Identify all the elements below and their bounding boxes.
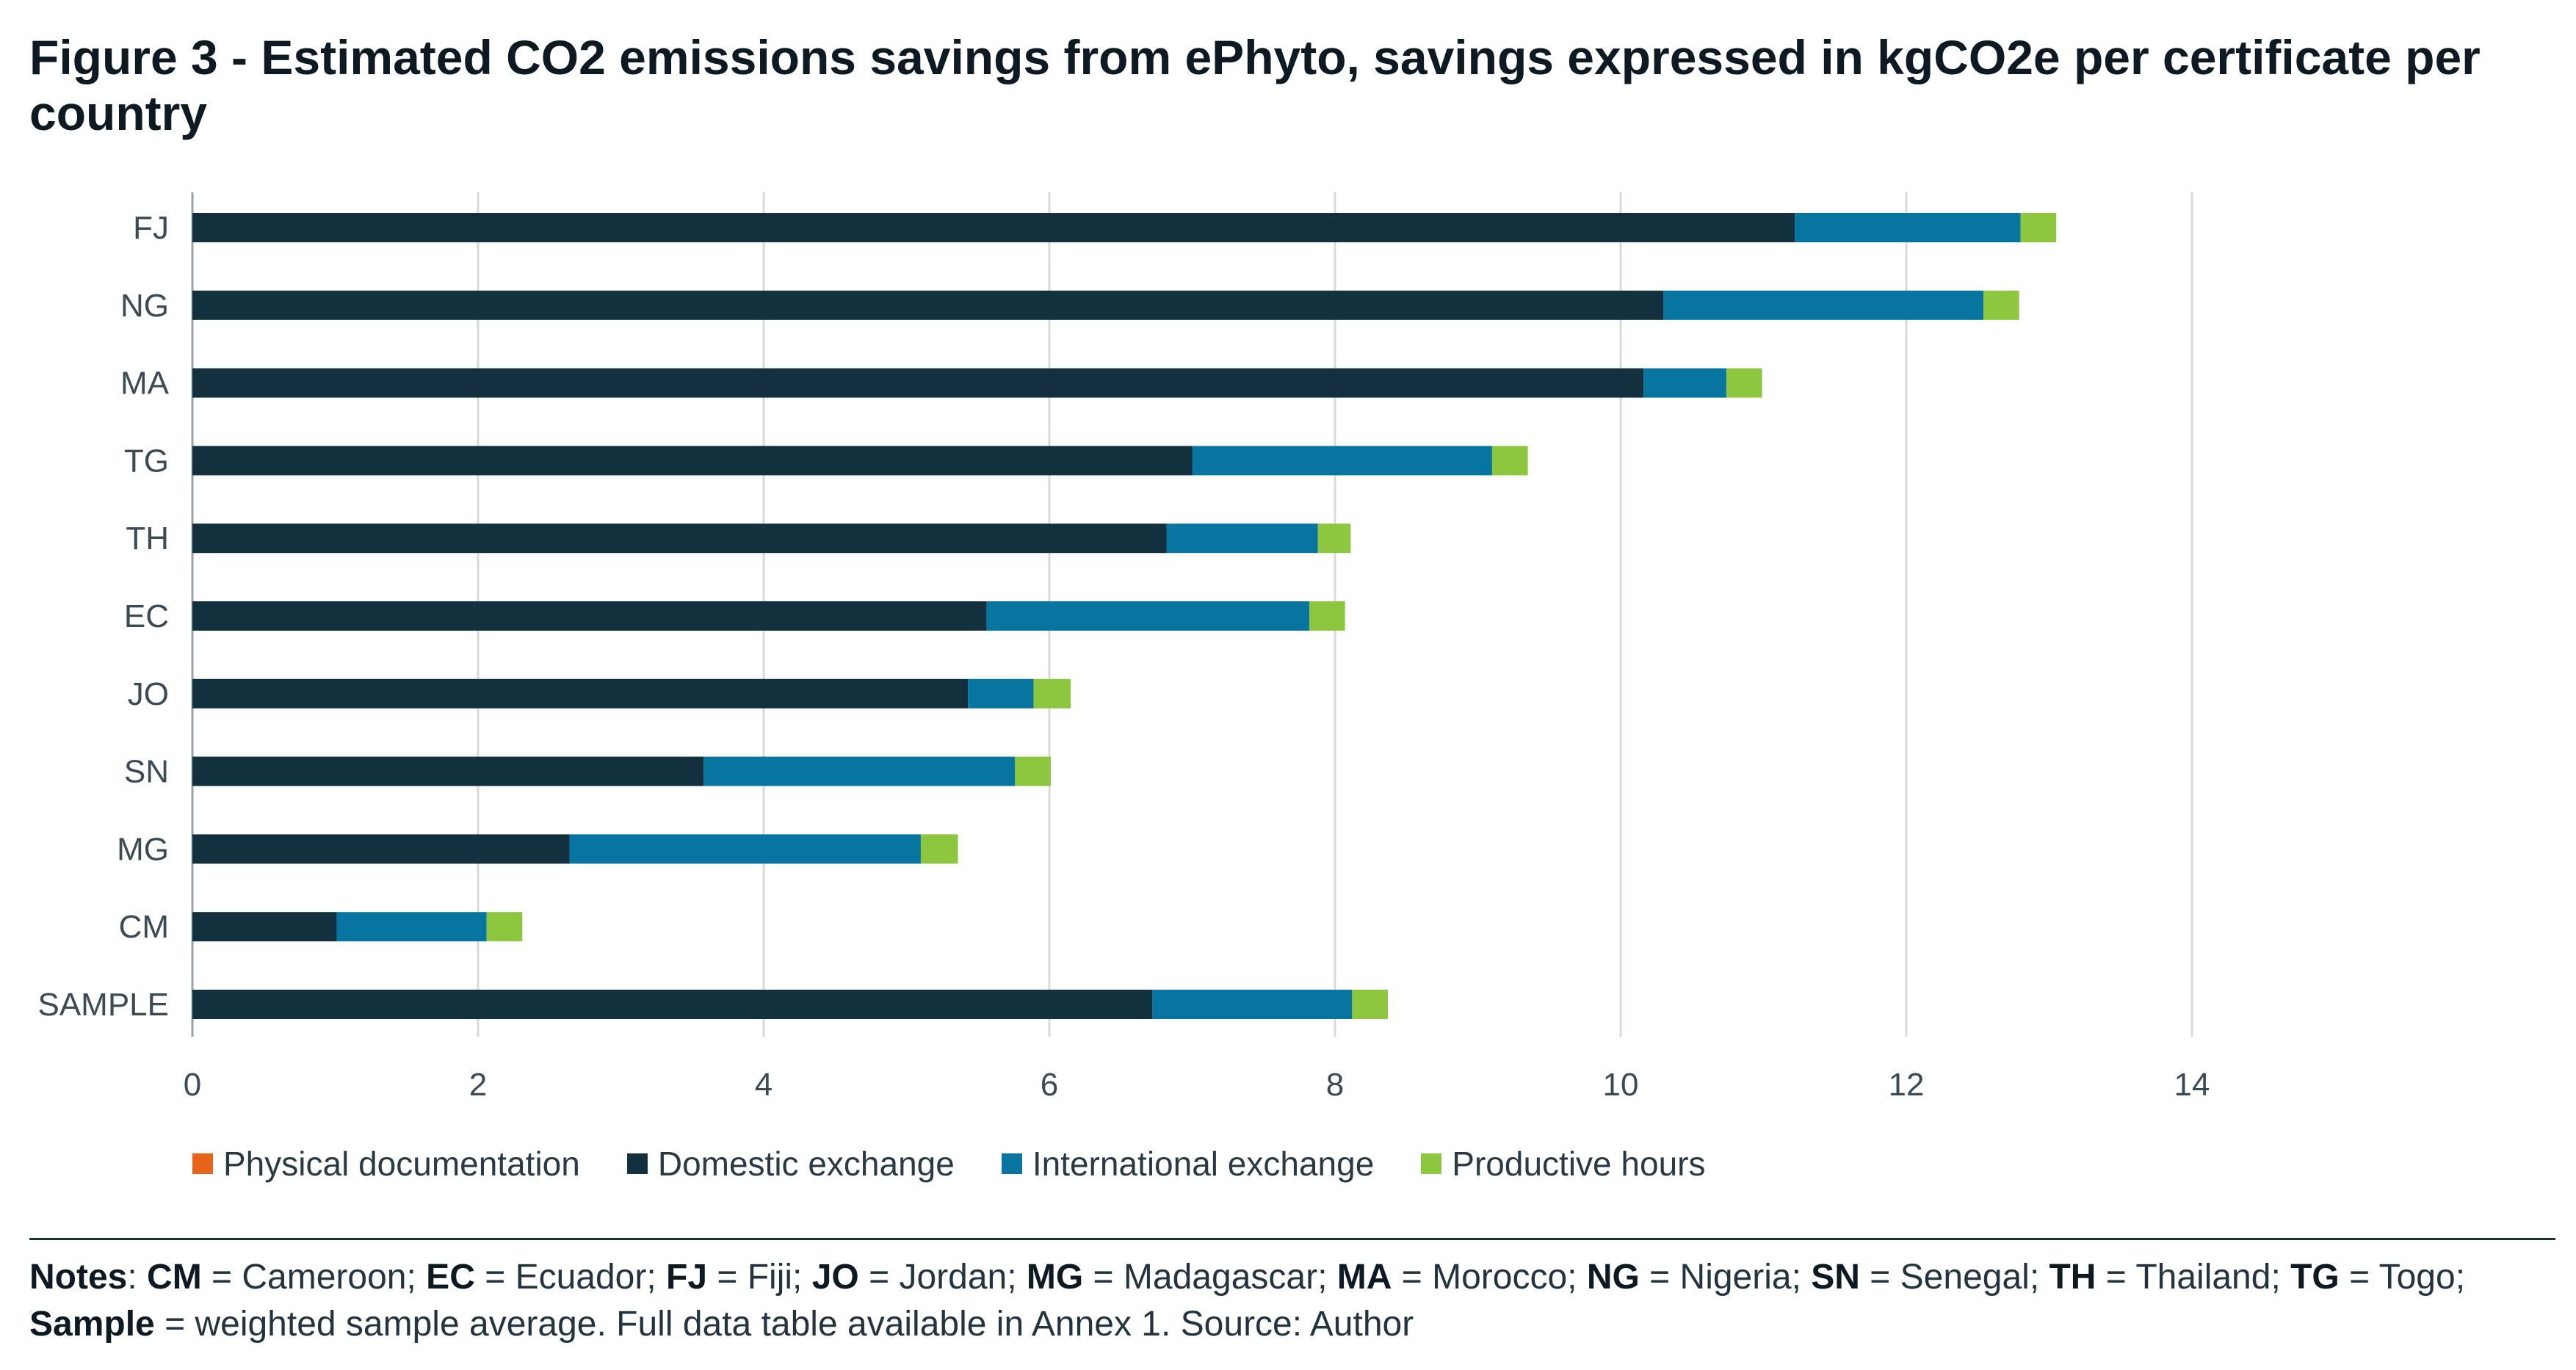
bar-fj-domestic-exchange: [192, 213, 1795, 242]
x-tick-label: 6: [1041, 1067, 1058, 1103]
note-code: MA: [1336, 1258, 1392, 1297]
bar-tg-international-exchange: [1192, 446, 1492, 476]
bar-mg-domestic-exchange: [192, 834, 570, 864]
bar-jo-international-exchange: [968, 678, 1034, 708]
chart-legend: Physical documentation Domestic exchange I…: [192, 1144, 1705, 1184]
note-code: NG: [1586, 1258, 1640, 1297]
y-tick-label-fj: FJ: [133, 210, 169, 246]
note-code: MG: [1026, 1258, 1084, 1297]
x-tick-label: 0: [184, 1067, 201, 1103]
figure-title: Figure 3 - Estimated CO2 emissions savin…: [29, 30, 2481, 140]
bar-cm-domestic-exchange: [192, 912, 337, 942]
bar-ng-productive-hours: [1983, 290, 2019, 320]
note-code: TH: [2049, 1258, 2096, 1297]
note-code: Sample: [29, 1305, 155, 1344]
legend-label: Productive hours: [1452, 1145, 1706, 1183]
bar-ng-international-exchange: [1663, 290, 1984, 320]
stacked-bar-chart: 0 2 4 6 8 10 12 14 FJ NG MA TG TH EC JO SN MG CM SAMPLE: [37, 192, 2210, 1103]
note-name: Thailand: [2135, 1258, 2271, 1297]
x-tick-label: 2: [469, 1067, 487, 1103]
note-name: Morocco: [1432, 1258, 1568, 1297]
note-name: Cameroon: [242, 1258, 407, 1297]
bar-sn-domestic-exchange: [192, 756, 704, 786]
bars: [192, 213, 2057, 1019]
figure-notes: Notes: CM = Cameroon; EC = Ecuador; FJ =…: [29, 1258, 2466, 1344]
bar-sample-domestic-exchange: [192, 990, 1153, 1019]
y-tick-label-cm: CM: [119, 909, 169, 945]
bar-jo-productive-hours: [1033, 678, 1071, 708]
y-tick-label-tg: TG: [124, 443, 169, 479]
notes-divider: [29, 1238, 2555, 1240]
note-name: Togo: [2378, 1258, 2456, 1297]
bar-tg-productive-hours: [1491, 446, 1528, 476]
y-tick-label-ng: NG: [120, 288, 169, 324]
note-name: Nigeria: [1679, 1258, 1792, 1297]
bar-sample-international-exchange: [1152, 990, 1353, 1019]
x-tick-label: 4: [755, 1067, 773, 1103]
y-tick-label-sample: SAMPLE: [37, 987, 169, 1023]
x-tick-label: 8: [1326, 1067, 1344, 1103]
legend-item-international-exchange: International exchange: [1001, 1144, 1375, 1184]
y-tick-label-ma: MA: [120, 366, 170, 402]
bar-ma-international-exchange: [1643, 368, 1726, 398]
bar-th-productive-hours: [1317, 523, 1351, 554]
x-tick-label: 12: [1889, 1067, 1925, 1103]
bar-sn-productive-hours: [1015, 756, 1051, 786]
legend-label: Domestic exchange: [657, 1145, 955, 1183]
note-code: EC: [426, 1258, 475, 1297]
bar-th-domestic-exchange: [192, 523, 1167, 554]
bar-mg-productive-hours: [920, 834, 958, 864]
bar-fj-international-exchange: [1795, 213, 2021, 242]
note-code: FJ: [666, 1258, 708, 1297]
legend-label: Physical documentation: [223, 1145, 580, 1183]
bar-mg-international-exchange: [569, 834, 921, 864]
y-tick-label-th: TH: [126, 521, 169, 557]
notes-label: Notes: [29, 1258, 128, 1297]
y-tick-label-mg: MG: [117, 831, 169, 867]
x-tick-label: 14: [2174, 1067, 2210, 1103]
bar-fj-productive-hours: [2020, 213, 2057, 242]
legend-label: International exchange: [1032, 1145, 1375, 1183]
y-tick-label-ec: EC: [124, 598, 169, 634]
legend-swatch: [1001, 1153, 1022, 1174]
bar-ma-domestic-exchange: [192, 368, 1644, 398]
notes-trailer: Full data table available in Annex 1. So…: [616, 1305, 1414, 1344]
axis-labels: 0 2 4 6 8 10 12 14 FJ NG MA TG TH EC JO SN MG CM SAMPLE: [37, 210, 2210, 1103]
y-tick-label-sn: SN: [124, 754, 169, 790]
legend-item-productive-hours: Productive hours: [1421, 1144, 1705, 1184]
note-code: TG: [2290, 1258, 2340, 1297]
bar-th-international-exchange: [1166, 523, 1318, 554]
legend-swatch: [192, 1153, 213, 1174]
legend-swatch: [1421, 1153, 1442, 1174]
note-name: Jordan: [899, 1258, 1007, 1297]
legend-item-domestic-exchange: Domestic exchange: [626, 1144, 955, 1184]
note-code: SN: [1811, 1258, 1860, 1297]
bar-ec-productive-hours: [1309, 601, 1345, 631]
bar-jo-domestic-exchange: [192, 678, 969, 708]
bar-ma-productive-hours: [1726, 368, 1762, 398]
note-name: Ecuador: [515, 1258, 647, 1297]
bar-ng-domestic-exchange: [192, 290, 1664, 320]
bar-sn-international-exchange: [703, 756, 1016, 786]
legend-swatch: [626, 1153, 648, 1174]
note-name: weighted sample average: [195, 1305, 597, 1344]
bar-cm-productive-hours: [486, 912, 523, 942]
bar-cm-international-exchange: [336, 912, 487, 942]
bar-sample-productive-hours: [1352, 990, 1388, 1019]
note-code: JO: [811, 1258, 859, 1297]
legend-item-physical-documentation: Physical documentation: [192, 1144, 580, 1184]
x-tick-label: 10: [1603, 1067, 1639, 1103]
note-code: CM: [147, 1258, 202, 1297]
note-name: Madagascar: [1123, 1258, 1318, 1297]
bar-tg-domestic-exchange: [192, 446, 1193, 476]
bar-ec-domestic-exchange: [192, 601, 987, 631]
note-name: Senegal: [1900, 1258, 2030, 1297]
note-name: Fiji: [747, 1258, 793, 1297]
y-tick-label-jo: JO: [128, 676, 169, 712]
bar-ec-international-exchange: [986, 601, 1309, 631]
